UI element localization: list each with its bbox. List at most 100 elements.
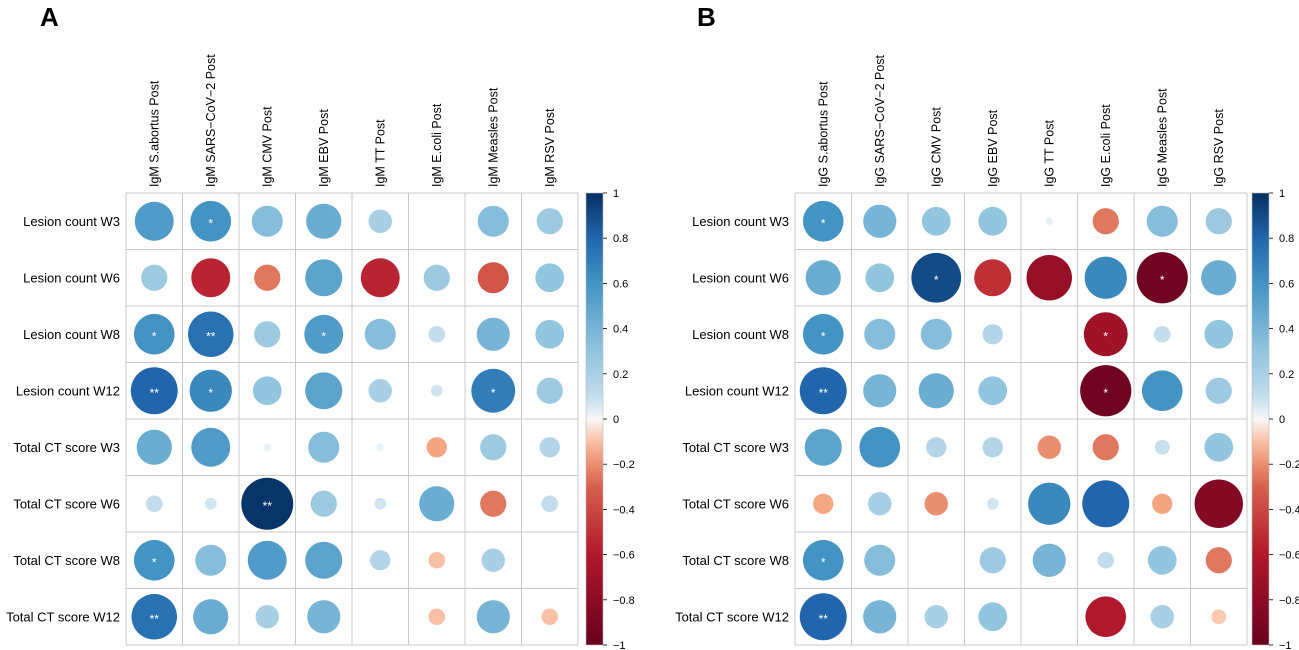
colorbar <box>585 192 604 646</box>
row-label: Lesion count W8 <box>23 327 120 342</box>
correlation-circle <box>1154 439 1170 455</box>
correlation-circle <box>133 539 175 581</box>
correlation-circle <box>1205 208 1232 235</box>
correlation-circle <box>374 497 387 510</box>
correlation-circle <box>863 204 897 238</box>
correlation-circle <box>804 428 842 466</box>
correlation-circle <box>859 426 901 468</box>
correlation-circle <box>978 376 1008 406</box>
significance-marker: * <box>821 216 826 230</box>
significance-marker: ** <box>206 329 216 343</box>
colorbar-tick-label: 1 <box>613 188 619 200</box>
correlation-circle <box>476 600 510 634</box>
row-label: Total CT score W3 <box>682 440 789 455</box>
row-label: Total CT score W6 <box>682 496 789 511</box>
correlation-circle <box>130 367 178 415</box>
correlation-circle <box>480 434 507 461</box>
column-label: IgM S.abortus Post <box>147 80 161 187</box>
correlation-circle <box>926 437 947 458</box>
significance-marker: * <box>821 329 826 343</box>
correlation-circle <box>308 431 340 463</box>
correlation-circle <box>476 317 510 351</box>
correlation-circle <box>1194 479 1243 528</box>
correlation-circle <box>145 495 163 513</box>
correlation-circle <box>263 443 271 451</box>
correlation-circle <box>1037 435 1061 459</box>
correlation-circle <box>481 548 505 572</box>
significance-marker: * <box>321 329 326 343</box>
significance-marker: * <box>491 386 496 400</box>
colorbar-tick-label: 0.6 <box>613 278 628 290</box>
colorbar-tick-label: −0.2 <box>613 459 635 471</box>
correlation-circle <box>419 486 455 522</box>
correlation-circle <box>920 318 952 350</box>
column-label: IgM EBV Post <box>317 109 331 187</box>
correlation-circle <box>204 497 217 510</box>
correlation-circle <box>863 374 897 408</box>
correlation-circle <box>539 437 560 458</box>
column-label: IgG EBV Post <box>986 109 1000 187</box>
correlation-circle <box>1147 545 1177 575</box>
row-label: Total CT score W6 <box>13 496 120 511</box>
column-label: IgG S.abortus Post <box>816 81 830 187</box>
correlation-circle <box>305 372 343 410</box>
correlation-circle <box>1092 434 1119 461</box>
correlation-circle <box>1204 319 1234 349</box>
significance-marker: * <box>1103 329 1108 343</box>
correlation-circle <box>1097 551 1115 569</box>
correlation-circle <box>541 495 559 513</box>
correlation-circle <box>480 490 507 517</box>
correlation-circle <box>1201 260 1237 296</box>
column-label: IgG TT Post <box>1042 120 1056 187</box>
correlation-circle <box>802 313 844 355</box>
panel-label: B <box>697 2 716 32</box>
correlation-circle <box>310 490 337 517</box>
correlation-circle <box>536 208 563 235</box>
column-label: IgG E.coli Post <box>1099 104 1113 187</box>
significance-marker: * <box>208 386 213 400</box>
correlation-circle <box>133 313 175 355</box>
colorbar-tick-label: 0.4 <box>613 324 628 336</box>
correlation-circle <box>428 551 446 569</box>
colorbar-tick-label: −0.2 <box>1279 459 1299 471</box>
correlation-circle <box>1153 325 1171 343</box>
correlation-circle <box>423 264 450 291</box>
colorbar-tick-label: 0 <box>1279 414 1285 426</box>
correlation-circle <box>1152 493 1173 514</box>
correlation-circle <box>541 608 559 626</box>
correlation-circle <box>986 497 999 510</box>
colorbar-tick-label: 0 <box>613 414 619 426</box>
column-label: IgM Measles Post <box>486 87 500 187</box>
correlation-circle <box>254 264 281 291</box>
correlation-circle <box>141 264 168 291</box>
correlation-circle <box>1205 547 1232 574</box>
correlation-circle <box>136 429 172 465</box>
significance-marker: ** <box>150 386 160 400</box>
correlation-circle <box>1150 605 1174 629</box>
correlation-circle <box>535 263 565 293</box>
correlation-circle <box>307 600 341 634</box>
colorbar-tick-label: 0.8 <box>1279 233 1294 245</box>
correlation-circle <box>188 311 234 357</box>
correlation-circle <box>191 427 231 467</box>
correlation-circle <box>536 377 563 404</box>
correlation-circle <box>255 605 279 629</box>
colorbar-tick-label: −1 <box>1279 640 1292 650</box>
significance-marker: * <box>1103 386 1108 400</box>
correlation-circle <box>360 258 400 298</box>
colorbar-tick-label: 0.2 <box>1279 369 1294 381</box>
colorbar-tick-label: −0.8 <box>1279 595 1299 607</box>
correlation-circle <box>251 205 283 237</box>
correlation-circle <box>802 200 844 242</box>
significance-marker: * <box>934 273 939 287</box>
correlation-circle <box>978 602 1008 632</box>
correlation-circle <box>426 437 447 458</box>
correlation-circle <box>305 541 343 579</box>
colorbar <box>1251 192 1270 646</box>
correlation-circle <box>254 321 281 348</box>
correlation-circle <box>1082 480 1130 528</box>
column-label: IgG SARS−CoV−2 Post <box>873 54 887 187</box>
correlation-circle <box>477 205 509 237</box>
column-label: IgM RSV Post <box>543 108 557 187</box>
